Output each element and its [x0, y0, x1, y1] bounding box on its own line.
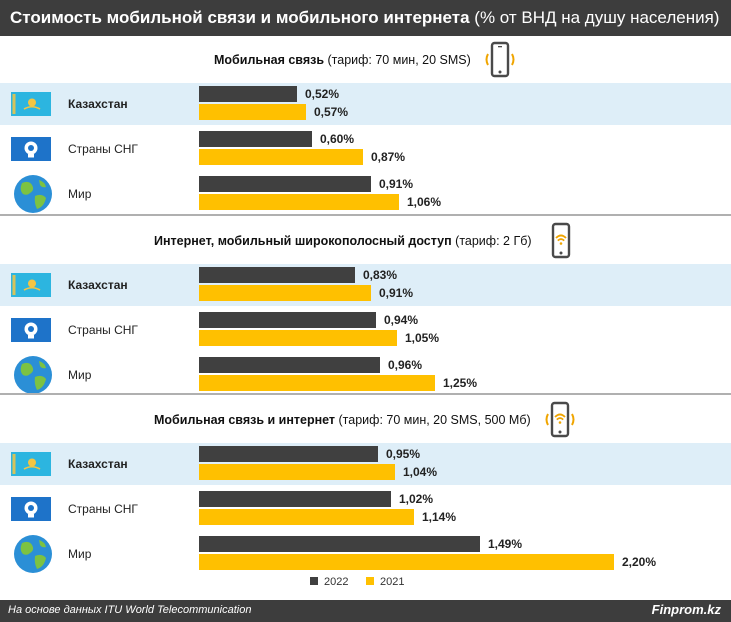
- footer-source: На основе данных ITU World Telecommunica…: [8, 604, 252, 616]
- chart-1-data-label-2021-1: 1,05%: [405, 331, 440, 345]
- chart-1-data-label-2022-1: 0,94%: [384, 313, 419, 327]
- chart-0-data-label-2022-0: 0,52%: [305, 87, 340, 101]
- chart-1-data-label-2022-2: 0,96%: [388, 358, 423, 372]
- chart-1-title: Интернет, мобильный широкополосный досту…: [154, 234, 532, 248]
- chart-0-bar-2021-0: [199, 104, 306, 120]
- chart-0-title-bold: Мобильная связь: [214, 53, 325, 67]
- chart-0-title: Мобильная связь (тариф: 70 мин, 20 SMS): [214, 53, 471, 67]
- chart-0-bar-2022-2: [199, 176, 371, 192]
- cis-flag-icon: [11, 318, 51, 347]
- chart-2-category-label-1: Страны СНГ: [68, 502, 138, 516]
- chart-0-bar-2021-2: [199, 194, 399, 210]
- globe-icon: [13, 534, 53, 579]
- chart-1-bar-2021-0: [199, 285, 371, 301]
- chart-0-row-0: Казахстан: [0, 83, 731, 125]
- legend-item-2022: 2022: [310, 575, 348, 589]
- chart-2-data-label-2021-2: 2,20%: [622, 555, 657, 569]
- phone-wifi-vibrate-icon: [543, 401, 577, 444]
- chart-1-data-label-2021-0: 0,91%: [379, 286, 414, 300]
- chart-1-bar-2021-1: [199, 330, 397, 346]
- chart-1-title-normal: (тариф: 2 Гб): [451, 234, 532, 248]
- chart-2-row-2: Мир: [0, 533, 731, 575]
- chart-2-data-label-2022-1: 1,02%: [399, 492, 434, 506]
- globe-icon: [13, 355, 53, 400]
- legend-label-2021: 2021: [380, 576, 405, 588]
- title-normal: (% от ВНД на душу населения): [474, 8, 720, 27]
- chart-1-row-2: Мир: [0, 354, 731, 396]
- chart-2-data-label-2021-1: 1,14%: [422, 510, 457, 524]
- chart-1-category-label-0: Казахстан: [68, 278, 128, 292]
- chart-2-data-label-2022-2: 1,49%: [488, 537, 523, 551]
- footer-brand: Finprom.kz: [651, 602, 721, 617]
- chart-2-bar-2021-1: [199, 509, 414, 525]
- chart-2-data-label-2021-0: 1,04%: [403, 465, 438, 479]
- chart-1-row-1: Страны СНГ: [0, 309, 731, 351]
- chart-1-category-label-2: Мир: [68, 368, 92, 382]
- globe-icon: [13, 174, 53, 219]
- chart-0-category-label-1: Страны СНГ: [68, 142, 138, 156]
- cis-flag-icon: [11, 497, 51, 526]
- page-title: Стоимость мобильной связи и мобильного и…: [0, 0, 731, 36]
- chart-0-title-normal: (тариф: 70 мин, 20 SMS): [324, 53, 471, 67]
- chart-0-data-label-2021-2: 1,06%: [407, 195, 442, 209]
- chart-1-data-label-2021-2: 1,25%: [443, 376, 478, 390]
- chart-2-bar-2021-0: [199, 464, 395, 480]
- chart-1-data-label-2022-0: 0,83%: [363, 268, 398, 282]
- chart-0-data-label-2022-1: 0,60%: [320, 132, 355, 146]
- title-bold: Стоимость мобильной связи и мобильного и…: [10, 8, 470, 27]
- chart-1-divider: [0, 393, 731, 395]
- legend-item-2021: 2021: [366, 575, 404, 589]
- kazakhstan-flag-icon: [11, 452, 51, 481]
- footer: На основе данных ITU World Telecommunica…: [0, 600, 731, 622]
- chart-2-header: Мобильная связь и интернет (тариф: 70 ми…: [0, 401, 731, 439]
- chart-1-bar-2021-2: [199, 375, 435, 391]
- chart-1-bar-2022-0: [199, 267, 355, 283]
- kazakhstan-flag-icon: [11, 92, 51, 121]
- chart-0-data-label-2022-2: 0,91%: [379, 177, 414, 191]
- kazakhstan-flag-icon: [11, 273, 51, 302]
- chart-0-divider: [0, 214, 731, 216]
- cis-flag-icon: [11, 137, 51, 166]
- chart-2-bar-2022-2: [199, 536, 480, 552]
- phone-vibrate-icon: [483, 41, 517, 84]
- legend-swatch-2022: [310, 577, 318, 585]
- chart-2-title-bold: Мобильная связь и интернет: [154, 413, 336, 427]
- chart-1-category-label-1: Страны СНГ: [68, 323, 138, 337]
- chart-0-bar-2022-1: [199, 131, 312, 147]
- chart-0-category-label-2: Мир: [68, 187, 92, 201]
- chart-2-category-label-0: Казахстан: [68, 457, 128, 471]
- chart-2-title-normal: (тариф: 70 мин, 20 SMS, 500 Мб): [335, 413, 531, 427]
- chart-0-row-1: Страны СНГ: [0, 128, 731, 170]
- chart-0-data-label-2021-1: 0,87%: [371, 150, 406, 164]
- chart-1-bar-2022-1: [199, 312, 376, 328]
- chart-2-category-label-2: Мир: [68, 547, 92, 561]
- chart-0-category-label-0: Казахстан: [68, 97, 128, 111]
- phone-wifi-icon: [544, 222, 578, 265]
- chart-2-row-1: Страны СНГ: [0, 488, 731, 530]
- chart-0-row-2: Мир: [0, 173, 731, 215]
- chart-1-title-bold: Интернет, мобильный широкополосный досту…: [154, 234, 452, 248]
- chart-0-header: Мобильная связь (тариф: 70 мин, 20 SMS): [0, 41, 731, 79]
- legend-swatch-2021: [366, 577, 374, 585]
- legend-label-2022: 2022: [324, 576, 349, 588]
- chart-0-data-label-2021-0: 0,57%: [314, 105, 349, 119]
- chart-1-bar-2022-2: [199, 357, 380, 373]
- chart-0-bar-2021-1: [199, 149, 363, 165]
- chart-2-bar-2022-0: [199, 446, 378, 462]
- chart-2-bar-2022-1: [199, 491, 391, 507]
- chart-1-header: Интернет, мобильный широкополосный досту…: [0, 222, 731, 260]
- chart-0-bar-2022-0: [199, 86, 297, 102]
- chart-2-title: Мобильная связь и интернет (тариф: 70 ми…: [154, 413, 531, 427]
- chart-2-bar-2021-2: [199, 554, 614, 570]
- chart-2-data-label-2022-0: 0,95%: [386, 447, 421, 461]
